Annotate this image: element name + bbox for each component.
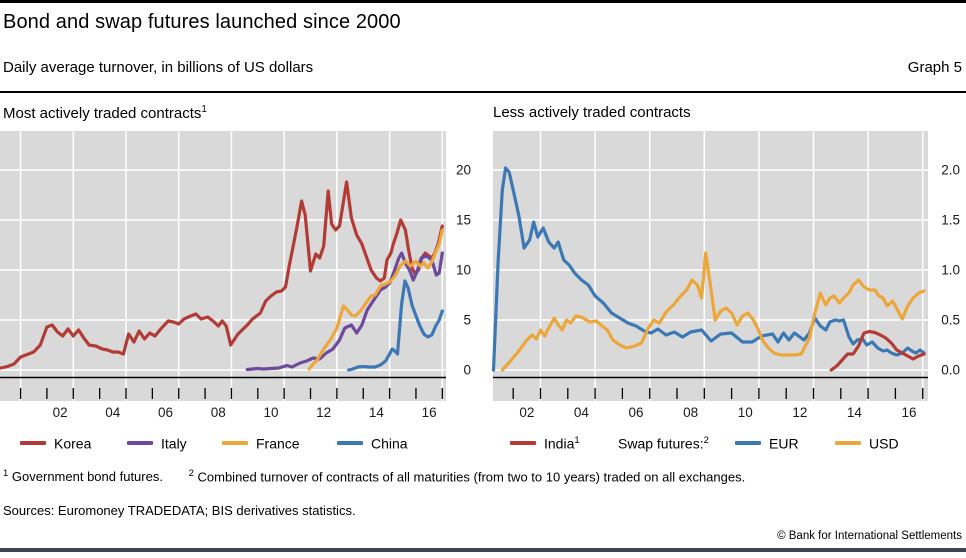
left-xlabel-10: 10: [263, 405, 278, 420]
right-ylabel-2.0: 2.0: [941, 163, 960, 178]
legend-label-china: China: [371, 435, 408, 452]
right-xlabel-10: 10: [738, 405, 753, 420]
china-line-swatch: [337, 441, 363, 445]
series-line-eur: [491, 166, 926, 372]
left-ylabel-15: 15: [456, 213, 471, 228]
footnote-1-marker: 1: [3, 468, 9, 479]
left-ylabel-20: 20: [456, 163, 471, 178]
left-xlabel-08: 08: [211, 405, 226, 420]
left-xlabel-14: 14: [369, 405, 385, 420]
left-xlabel-12: 12: [316, 405, 331, 420]
right-xlabel-02: 02: [519, 405, 534, 420]
left-xlabel-16: 16: [422, 405, 437, 420]
header-rule: [0, 91, 966, 93]
series-line-china: [347, 279, 444, 372]
top-rule: [0, 0, 966, 3]
left-xlabel-02: 02: [53, 405, 68, 420]
series-line-india: [829, 329, 926, 372]
right-ylabel-1.5: 1.5: [941, 213, 960, 228]
usd-line-swatch: [835, 441, 861, 445]
right-xlabel-16: 16: [902, 405, 917, 420]
legend-label-eur: EUR: [769, 435, 799, 452]
legend-label-india: India1: [544, 434, 580, 452]
legend-label-swap-futures: Swap futures:2: [618, 434, 709, 452]
legend-item-korea: Korea: [20, 434, 91, 452]
legend-group-swap-futures: Swap futures:2: [618, 434, 709, 452]
right-xlabel-14: 14: [847, 405, 863, 420]
series-line-usd: [500, 251, 926, 372]
left-xlabel-04: 04: [105, 405, 121, 420]
left-ylabel-10: 10: [456, 263, 471, 278]
left-panel-title: Most actively traded contracts1: [3, 104, 207, 122]
italy-line-swatch: [127, 441, 153, 445]
right-xlabel-04: 04: [574, 405, 590, 420]
subtitle-row: Daily average turnover, in billions of U…: [3, 59, 962, 76]
footnote-2-marker: 2: [188, 468, 194, 479]
right-ylabel-1.0: 1.0: [941, 263, 960, 278]
legend-item-china: China: [337, 434, 408, 452]
right-ylabel-0.0: 0.0: [941, 363, 960, 378]
footnotes: 1 Government bond futures. 2 Combined tu…: [3, 468, 953, 484]
legend-item-italy: Italy: [127, 434, 187, 452]
legend-label-france: France: [256, 435, 300, 452]
right-xlabel-12: 12: [792, 405, 807, 420]
left-plot-area: [0, 131, 446, 401]
sources-line: Sources: Euromoney TRADEDATA; BIS deriva…: [3, 503, 356, 518]
legend-item-eur: EUR: [735, 434, 799, 452]
page-title: Bond and swap futures launched since 200…: [3, 11, 401, 33]
copyright-line: © Bank for International Settlements: [777, 530, 962, 542]
korea-line-swatch: [20, 441, 46, 445]
legend-label-italy: Italy: [161, 435, 187, 452]
eur-line-swatch: [735, 441, 761, 445]
france-line-swatch: [222, 441, 248, 445]
graph-number-label: Graph 5: [907, 59, 962, 76]
right-ylabel-0.5: 0.5: [941, 313, 960, 328]
right-plot-area: [493, 131, 928, 401]
right-xlabel-06: 06: [629, 405, 644, 420]
legend-item-usd: USD: [835, 434, 899, 452]
legend-item-india: India1: [510, 434, 580, 452]
legend-item-france: France: [222, 434, 300, 452]
legend-label-usd: USD: [869, 435, 899, 452]
charts-canvas: 02 04 06 08 10 12 14 16 0 5 10 15 20 02 04 06 08 10 12 14 16…: [0, 131, 960, 420]
left-ylabel-0: 0: [463, 363, 471, 378]
footnote-1-text: Government bond futures.: [11, 469, 163, 485]
right-xlabel-08: 08: [683, 405, 698, 420]
legend-label-korea: Korea: [54, 435, 92, 452]
india-line-swatch: [510, 441, 536, 445]
right-panel-title: Less actively traded contracts: [493, 104, 691, 121]
footnote-2-text: Combined turnover of contracts of all ma…: [197, 469, 746, 485]
page-subtitle: Daily average turnover, in billions of U…: [3, 59, 314, 76]
left-panel-title-footnote-marker: 1: [201, 104, 207, 115]
series-line-france: [307, 228, 444, 371]
footer-bar: [0, 548, 966, 552]
left-ylabel-5: 5: [463, 313, 471, 328]
series-line-korea: [0, 180, 444, 370]
series-line-italy: [245, 251, 444, 372]
left-xlabel-06: 06: [158, 405, 173, 420]
